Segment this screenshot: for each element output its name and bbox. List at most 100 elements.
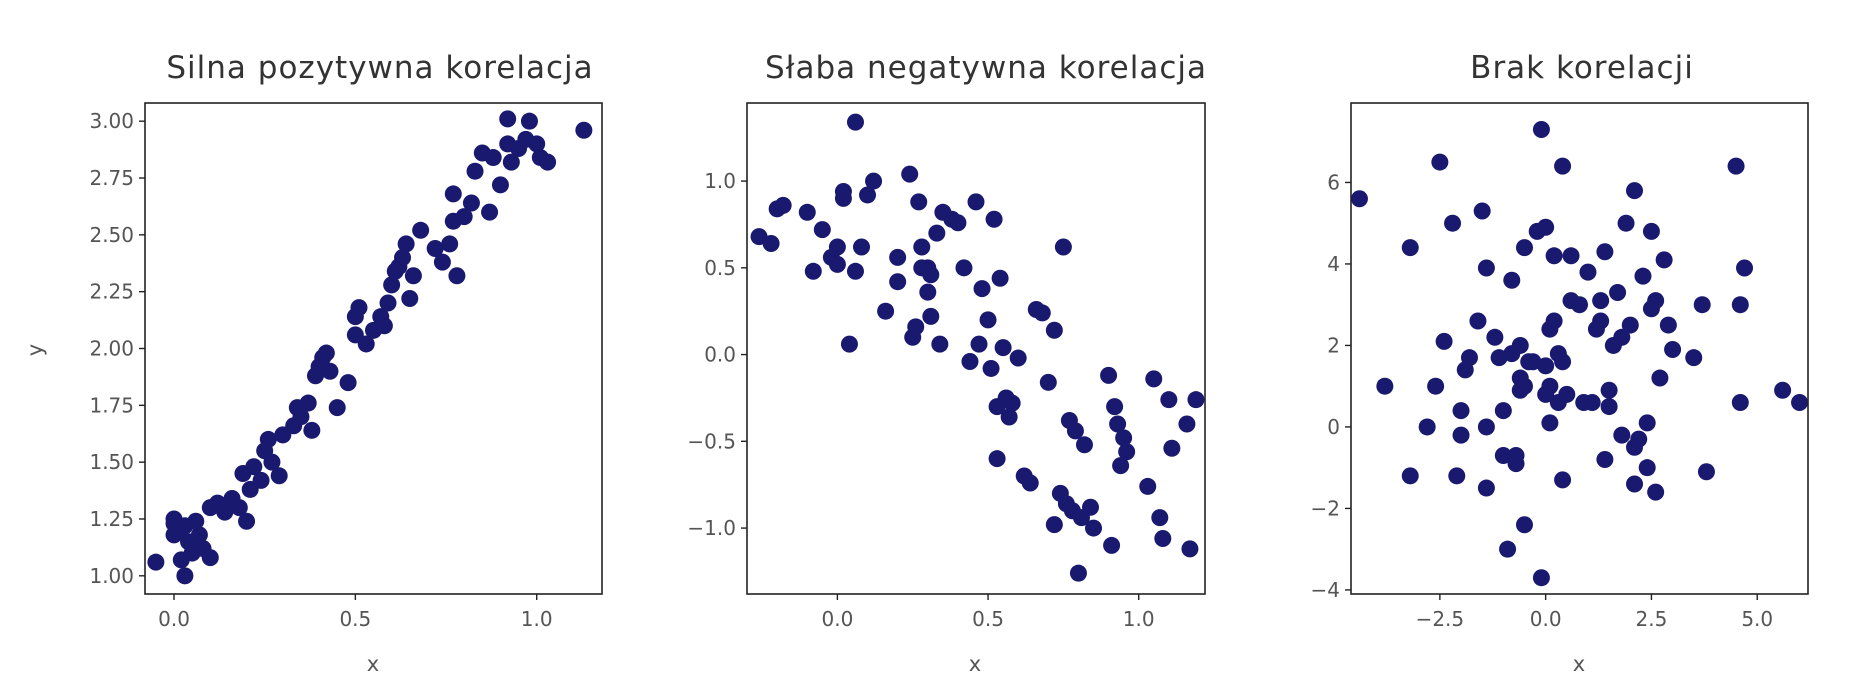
scatter-point <box>165 526 183 544</box>
scatter-point <box>448 267 466 285</box>
x-tick-label: 0.0 <box>821 607 853 631</box>
panel-no-correlation: Brak korelacji x −2.5 0.0 2.5 5.0 6 4 2 0 −2 −4 <box>1311 50 1809 676</box>
scatter-point <box>774 196 792 214</box>
scatter-point <box>1187 391 1205 409</box>
scatter-point <box>1452 426 1470 444</box>
scatter-point <box>303 421 321 439</box>
y-tick-label: 2 <box>1327 333 1340 357</box>
scatter-point <box>1554 353 1572 371</box>
scatter-point <box>1609 283 1627 301</box>
scatter-point <box>1066 422 1084 440</box>
panel-title: Silna pozytywna korelacja <box>166 50 593 86</box>
scatter-point <box>1494 402 1512 420</box>
plot-frame <box>1350 102 1809 595</box>
scatter-point <box>1774 381 1792 399</box>
y-tick-label: 2.50 <box>89 223 134 247</box>
y-tick-label: 2.25 <box>89 280 134 304</box>
scatter-point <box>1350 190 1368 208</box>
y-tick-label: 0.0 <box>704 343 736 367</box>
scatter-point <box>1009 349 1027 367</box>
scatter-point <box>840 335 858 353</box>
scatter-point <box>1515 239 1533 257</box>
scatter-point <box>404 267 422 285</box>
scatter-point <box>1401 467 1419 485</box>
scatter-point <box>520 112 538 130</box>
scatter-point <box>979 311 997 329</box>
scatter-point <box>1558 385 1576 403</box>
scatter-point <box>1075 436 1093 454</box>
scatter-point <box>865 172 883 190</box>
x-tick-label: 0.0 <box>1530 607 1562 631</box>
scatter-point <box>455 208 473 226</box>
scatter-point <box>379 294 397 312</box>
scatter-point <box>922 307 940 325</box>
scatter-point <box>1499 540 1517 558</box>
scatter-point <box>919 283 937 301</box>
scatter-point <box>1626 182 1644 200</box>
y-tick-label: 1.00 <box>89 564 134 588</box>
scatter-point <box>901 165 919 183</box>
scatter-point <box>1494 446 1512 464</box>
scatter-point <box>1444 214 1462 232</box>
scatter-point <box>1112 457 1130 475</box>
scatter-point <box>1638 459 1656 477</box>
scatter-point <box>1376 377 1394 395</box>
scatter-point <box>1163 439 1181 457</box>
scatter-point <box>1659 316 1677 334</box>
scatter-point <box>889 248 907 266</box>
scatter-point <box>1537 218 1555 236</box>
scatter-point <box>1118 443 1136 461</box>
data-points <box>147 110 593 585</box>
scatter-point <box>1731 393 1749 411</box>
scatter-point <box>1791 393 1809 411</box>
plot-frame <box>746 102 1206 595</box>
scatter-point <box>190 526 208 544</box>
scatter-point <box>328 399 346 417</box>
scatter-point <box>394 249 412 267</box>
scatter-point <box>441 235 459 253</box>
y-tick-label: 1.0 <box>704 169 736 193</box>
scatter-point <box>1579 263 1597 281</box>
scatter-point <box>539 153 557 171</box>
x-tick-label: 0.0 <box>158 607 190 631</box>
scatter-point <box>1600 398 1618 416</box>
scatter-point <box>1592 312 1610 330</box>
scatter-point <box>1537 357 1555 375</box>
scatter-point <box>1617 214 1635 232</box>
x-tick-label: 2.5 <box>1636 607 1668 631</box>
scatter-point <box>412 221 430 239</box>
scatter-point <box>230 499 248 517</box>
scatter-point <box>1054 238 1072 256</box>
scatter-point <box>1181 540 1199 558</box>
scatter-point <box>1647 292 1665 310</box>
x-tick-label: 1.0 <box>521 607 553 631</box>
scatter-point <box>1435 332 1453 350</box>
scatter-point <box>1473 202 1491 220</box>
scatter-point <box>238 512 256 530</box>
scatter-point <box>1021 474 1039 492</box>
scatter-point <box>1477 259 1495 277</box>
scatter-point <box>1621 316 1639 334</box>
y-tick-label: 0.5 <box>704 256 736 280</box>
scatter-point <box>259 430 277 448</box>
scatter-point <box>985 210 1003 228</box>
scatter-point <box>846 113 864 131</box>
scatter-point <box>931 335 949 353</box>
scatter-point <box>1583 393 1601 411</box>
scatter-point <box>967 193 985 211</box>
scatter-point <box>1045 516 1063 534</box>
scatter-point <box>1106 398 1124 416</box>
scatter-point <box>982 359 1000 377</box>
scatter-point <box>357 335 375 353</box>
scatter-point <box>949 214 967 232</box>
scatter-point <box>1085 519 1103 537</box>
scatter-point <box>1664 341 1682 359</box>
scatter-point <box>575 121 593 139</box>
scatter-point <box>1596 243 1614 261</box>
y-tick-label: 1.75 <box>89 393 134 417</box>
scatter-point <box>853 238 870 256</box>
scatter-point <box>147 553 165 571</box>
scatter-point <box>1477 418 1495 436</box>
scatter-point <box>292 408 310 426</box>
scatter-point <box>1503 271 1521 289</box>
